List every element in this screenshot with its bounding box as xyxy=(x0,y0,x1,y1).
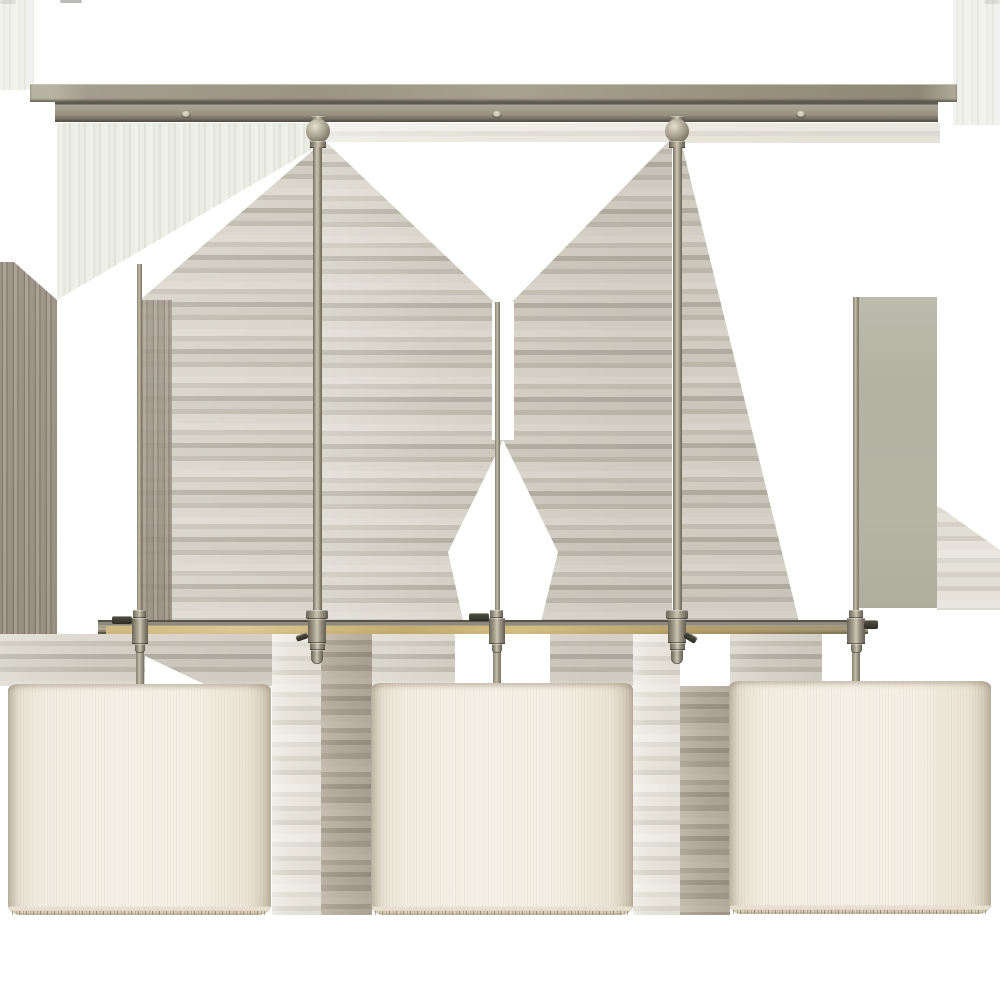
rod1-coupling-body xyxy=(308,619,326,643)
bg-green-gray-rect xyxy=(857,297,937,608)
canopy-board xyxy=(30,84,957,102)
stem-bar-brass-reflection xyxy=(106,626,858,634)
rod2-coupling-body xyxy=(668,619,686,643)
drum-shade-1 xyxy=(8,684,271,915)
shade-1-bottom-rim xyxy=(9,904,270,915)
drum-shade-2 xyxy=(371,683,633,915)
bg-speck-top-left-2 xyxy=(60,0,82,3)
rod2-coupling-ring xyxy=(670,643,685,650)
rod2-coupling-tip xyxy=(671,650,683,664)
bg-strip-under-canopy xyxy=(318,123,940,143)
rod1-coupling-tip xyxy=(311,650,323,664)
stem1-clamp-taper xyxy=(135,644,145,653)
canopy-screw-middle xyxy=(492,111,502,118)
drum-shade-3 xyxy=(729,681,991,914)
canopy-screw-left xyxy=(181,111,191,118)
stem1-thumbscrew xyxy=(112,616,132,624)
bg-edge-tint-right xyxy=(953,0,1000,125)
bg-gap-column-2b xyxy=(680,686,730,915)
shade-stem-1-upper xyxy=(137,264,142,614)
stem2-clamp-body xyxy=(489,618,505,644)
bg-gap-column-2a xyxy=(633,634,680,915)
rod1-coupling-flange xyxy=(306,610,328,619)
shade-3-bottom-rim xyxy=(730,903,990,914)
rod1-ball-finial xyxy=(306,119,330,143)
bg-edge-tint-left xyxy=(0,0,34,90)
shade-stem-2-lower xyxy=(493,645,501,690)
stem3-clamp-nut xyxy=(849,610,863,618)
bg-gap-column-1b xyxy=(321,634,372,915)
shade-stem-3-upper xyxy=(853,297,859,614)
rod2-coupling-flange xyxy=(666,610,688,619)
canopy-screw-right xyxy=(796,111,806,118)
rod2-collar xyxy=(669,141,685,148)
downrod-2 xyxy=(673,147,682,613)
stem2-thumbscrew xyxy=(469,613,489,621)
stem1-clamp-nut xyxy=(133,610,146,618)
stem3-clamp-taper xyxy=(851,644,862,653)
shade-2-bottom-rim xyxy=(372,904,632,915)
shade-stem-1-lower xyxy=(136,645,144,690)
rod1-collar xyxy=(310,141,326,148)
bg-taupe-column-mid-left xyxy=(140,300,172,634)
rod2-ball-finial xyxy=(665,119,689,143)
rod1-coupling-ring xyxy=(310,643,325,650)
bg-gap-column-1a xyxy=(272,634,321,915)
bg-strip-below-bar-right xyxy=(730,634,822,686)
stem2-clamp-taper xyxy=(492,644,502,653)
shade-stem-2-upper xyxy=(495,302,500,614)
downrod-1 xyxy=(313,147,322,613)
stem2-clamp-nut xyxy=(490,610,503,618)
stem3-thumbscrew xyxy=(864,620,878,629)
stem3-clamp-body xyxy=(847,618,865,644)
shade-stem-3-lower xyxy=(852,645,860,687)
stem1-clamp-body xyxy=(132,618,148,644)
